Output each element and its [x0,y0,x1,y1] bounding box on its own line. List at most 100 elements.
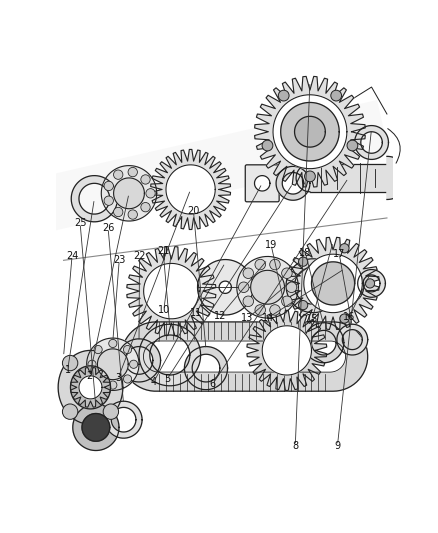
Polygon shape [79,376,102,399]
Polygon shape [139,324,201,386]
Text: 6: 6 [210,379,216,389]
Polygon shape [294,116,325,147]
Polygon shape [286,259,340,313]
Polygon shape [113,178,145,209]
Text: 15: 15 [306,314,318,324]
Circle shape [130,360,138,368]
Circle shape [347,140,358,151]
Circle shape [128,167,138,177]
Circle shape [128,210,138,219]
Circle shape [331,90,342,101]
Circle shape [88,360,96,368]
Text: 5: 5 [164,374,170,384]
Text: 14: 14 [262,312,275,322]
Circle shape [94,375,102,383]
Circle shape [141,203,150,212]
Polygon shape [296,164,310,192]
Text: 13: 13 [241,313,254,324]
Circle shape [243,268,254,279]
Circle shape [286,282,297,293]
Circle shape [282,296,292,306]
Circle shape [278,90,289,101]
Circle shape [103,404,119,419]
Circle shape [124,345,132,354]
Polygon shape [184,346,228,390]
Circle shape [255,305,265,315]
Polygon shape [254,175,270,191]
Polygon shape [105,401,142,438]
Circle shape [270,305,280,315]
Polygon shape [251,270,285,304]
Polygon shape [121,322,367,391]
Circle shape [146,189,155,198]
Text: 8: 8 [292,441,298,450]
Text: 3: 3 [115,373,121,383]
Circle shape [104,196,113,205]
Circle shape [340,314,349,323]
Polygon shape [304,322,344,363]
Polygon shape [87,338,139,391]
Text: 19: 19 [265,239,277,249]
Polygon shape [117,339,161,382]
Text: 24: 24 [66,251,78,261]
Text: 9: 9 [334,441,340,450]
Circle shape [141,175,150,184]
Circle shape [109,340,117,348]
Polygon shape [82,414,110,441]
Polygon shape [97,349,128,379]
Circle shape [113,170,123,179]
Circle shape [255,259,265,270]
FancyBboxPatch shape [245,165,279,202]
Polygon shape [287,237,379,329]
Text: 2: 2 [86,371,93,381]
Polygon shape [58,350,123,424]
Circle shape [124,375,132,383]
Polygon shape [151,149,230,230]
Circle shape [109,381,117,389]
Polygon shape [166,165,215,214]
Polygon shape [281,102,339,161]
Polygon shape [273,95,347,168]
Polygon shape [311,262,355,305]
Circle shape [238,282,249,293]
Polygon shape [101,166,157,221]
Text: 17: 17 [333,248,345,259]
Polygon shape [254,76,365,187]
Circle shape [282,268,292,279]
Text: 20: 20 [187,206,200,216]
Polygon shape [127,247,216,336]
Polygon shape [71,368,110,407]
Text: 22: 22 [133,251,146,261]
Polygon shape [387,156,409,199]
Text: 21: 21 [157,246,169,256]
Circle shape [304,171,315,182]
Polygon shape [143,341,346,372]
Text: 1: 1 [64,365,71,375]
Circle shape [94,345,102,354]
Circle shape [299,301,308,310]
Text: 11: 11 [190,309,202,319]
Polygon shape [144,263,199,319]
Circle shape [62,356,78,371]
Text: 4: 4 [151,377,157,387]
Polygon shape [337,324,367,355]
Polygon shape [358,270,385,297]
Circle shape [299,257,308,266]
Circle shape [103,356,119,371]
Circle shape [243,296,254,306]
Circle shape [270,259,280,270]
Polygon shape [310,164,387,192]
Polygon shape [247,310,327,391]
Polygon shape [71,366,110,409]
Polygon shape [355,126,389,159]
Text: 10: 10 [158,305,170,315]
Circle shape [62,404,78,419]
Text: 25: 25 [74,218,86,228]
Text: 26: 26 [102,223,114,233]
Text: 18: 18 [299,248,311,258]
Text: 12: 12 [214,311,226,321]
Text: 23: 23 [113,255,125,265]
Circle shape [104,181,113,191]
Text: 16: 16 [343,312,355,322]
Polygon shape [237,256,298,318]
